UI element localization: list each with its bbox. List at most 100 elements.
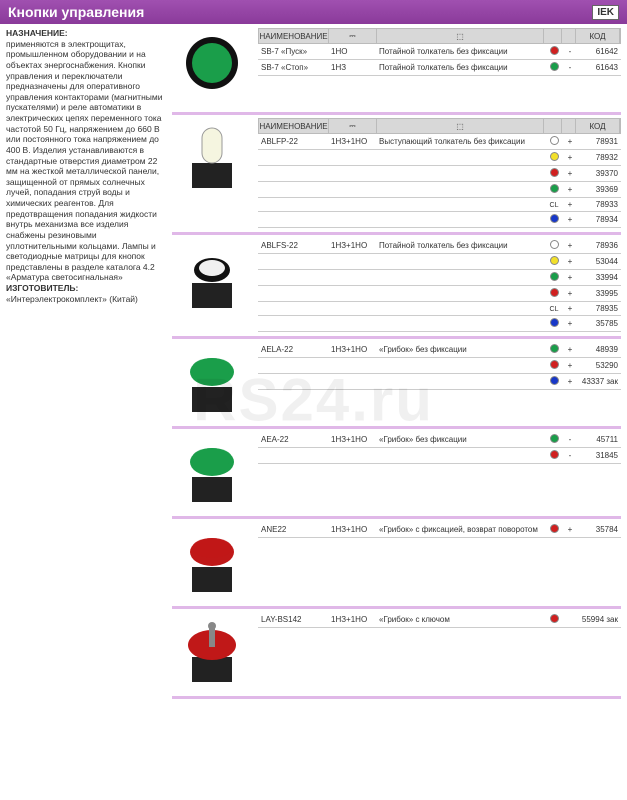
cell-code: 61643 xyxy=(577,62,621,73)
product-icon xyxy=(172,28,252,108)
cell-desc: Потайной толкатель без фиксации xyxy=(376,46,545,57)
cell-code: 78935 xyxy=(577,303,621,314)
product-table: AELA-22 1НЗ+1НО «Грибок» без фиксации + … xyxy=(258,342,621,390)
cell-color xyxy=(545,239,563,252)
cell-code: 53044 xyxy=(577,256,621,267)
maker-value: «Интерэлектрокомплект» (Китай) xyxy=(6,294,166,305)
col-plus xyxy=(562,119,576,133)
cell-code: 45711 xyxy=(577,434,621,445)
separator xyxy=(172,232,621,235)
product-section: ANE22 1НЗ+1НО «Грибок» с фиксацией, возв… xyxy=(172,522,621,602)
table-row: SB-7 «Пуск» 1НО Потайной толкатель без ф… xyxy=(258,44,621,60)
cell-symbol: 1НЗ+1НО xyxy=(328,344,376,355)
cell-color xyxy=(545,213,563,226)
main-column: НАИМЕНОВАНИЕ ⎓ ⬚ КОД SB-7 «Пуск» 1НО Пот… xyxy=(172,28,621,702)
cell-code: 35785 xyxy=(577,318,621,329)
cell-plus: + xyxy=(563,272,577,283)
cell-color xyxy=(545,359,563,372)
table-row: ABLFP-22 1НЗ+1НО Выступающий толкатель б… xyxy=(258,134,621,150)
cell-desc xyxy=(376,157,545,159)
cell-desc xyxy=(376,204,545,206)
cell-color xyxy=(545,433,563,446)
cell-plus: + xyxy=(563,288,577,299)
cell-plus: + xyxy=(563,152,577,163)
cell-code: 78936 xyxy=(577,240,621,251)
col-desc: ⬚ xyxy=(377,119,544,133)
cell-color xyxy=(545,317,563,330)
cell-color: CL xyxy=(545,303,563,314)
table-row: LAY-BS142 1НЗ+1НО «Грибок» с ключом 5599… xyxy=(258,612,621,628)
col-color xyxy=(544,119,562,133)
product-table: НАИМЕНОВАНИЕ ⎓ ⬚ КОД SB-7 «Пуск» 1НО Пот… xyxy=(258,28,621,76)
cell-plus: + xyxy=(563,168,577,179)
cell-desc xyxy=(376,173,545,175)
cell-color xyxy=(545,183,563,196)
cell-symbol xyxy=(328,293,376,295)
table-row: CL + 78933 xyxy=(258,198,621,212)
cell-code: 48939 xyxy=(577,344,621,355)
product-section: ABLFS-22 1НЗ+1НО Потайной толкатель без … xyxy=(172,238,621,332)
separator xyxy=(172,426,621,429)
cell-desc: «Грибок» без фиксации xyxy=(376,434,545,445)
cell-name: ABLFS-22 xyxy=(258,240,328,251)
cell-code: 31845 xyxy=(577,450,621,461)
cell-color xyxy=(545,613,563,626)
cell-plus: + xyxy=(563,360,577,371)
cell-symbol xyxy=(328,277,376,279)
product-icon xyxy=(172,238,252,318)
product-table: AEA-22 1НЗ+1НО «Грибок» без фиксации - 4… xyxy=(258,432,621,464)
cell-code: 35784 xyxy=(577,524,621,535)
cell-name xyxy=(258,455,328,457)
cell-code: 53290 xyxy=(577,360,621,371)
logo: IEK xyxy=(592,5,619,20)
product-icon xyxy=(172,522,252,602)
cell-desc xyxy=(376,365,545,367)
table-row: + 35785 xyxy=(258,316,621,332)
cell-name: SB-7 «Пуск» xyxy=(258,46,328,57)
cell-name xyxy=(258,261,328,263)
separator xyxy=(172,696,621,699)
cell-desc: «Грибок» с ключом xyxy=(376,614,545,625)
table-header: НАИМЕНОВАНИЕ ⎓ ⬚ КОД xyxy=(258,28,621,44)
separator xyxy=(172,336,621,339)
separator xyxy=(172,112,621,115)
cell-plus: - xyxy=(563,62,577,73)
cell-color xyxy=(545,167,563,180)
cell-color xyxy=(545,255,563,268)
cell-color xyxy=(545,151,563,164)
cell-color: CL xyxy=(545,199,563,210)
product-icon xyxy=(172,612,252,692)
col-symbol: ⎓ xyxy=(329,29,377,43)
cell-symbol: 1НЗ+1НО xyxy=(328,434,376,445)
table-row: + 43337 зак xyxy=(258,374,621,390)
cell-color xyxy=(545,135,563,148)
cell-color xyxy=(545,61,563,74)
cell-symbol xyxy=(328,365,376,367)
product-section: AELA-22 1НЗ+1НО «Грибок» без фиксации + … xyxy=(172,342,621,422)
cell-name xyxy=(258,365,328,367)
header-bar: Кнопки управления IEK xyxy=(0,0,627,24)
cell-plus: + xyxy=(563,524,577,535)
product-section: НАИМЕНОВАНИЕ ⎓ ⬚ КОД SB-7 «Пуск» 1НО Пот… xyxy=(172,28,621,108)
product-section: AEA-22 1НЗ+1НО «Грибок» без фиксации - 4… xyxy=(172,432,621,512)
col-name: НАИМЕНОВАНИЕ xyxy=(259,29,329,43)
cell-symbol: 1НО xyxy=(328,46,376,57)
cell-code: 78932 xyxy=(577,152,621,163)
content: НАЗНАЧЕНИЕ: применяются в электрощитах, … xyxy=(0,24,627,706)
table-row: + 33995 xyxy=(258,286,621,302)
cell-symbol xyxy=(328,157,376,159)
cell-code: 78933 xyxy=(577,199,621,210)
product-icon xyxy=(172,342,252,422)
table-row: + 53290 xyxy=(258,358,621,374)
cell-name: ABLFP-22 xyxy=(258,136,328,147)
table-row: - 31845 xyxy=(258,448,621,464)
table-row: + 39369 xyxy=(258,182,621,198)
cell-symbol xyxy=(328,219,376,221)
table-row: ABLFS-22 1НЗ+1НО Потайной толкатель без … xyxy=(258,238,621,254)
product-icon xyxy=(172,118,252,198)
col-code: КОД xyxy=(576,29,620,43)
cell-symbol xyxy=(328,455,376,457)
cell-color xyxy=(545,45,563,58)
cell-code: 78934 xyxy=(577,214,621,225)
cell-plus: + xyxy=(563,240,577,251)
